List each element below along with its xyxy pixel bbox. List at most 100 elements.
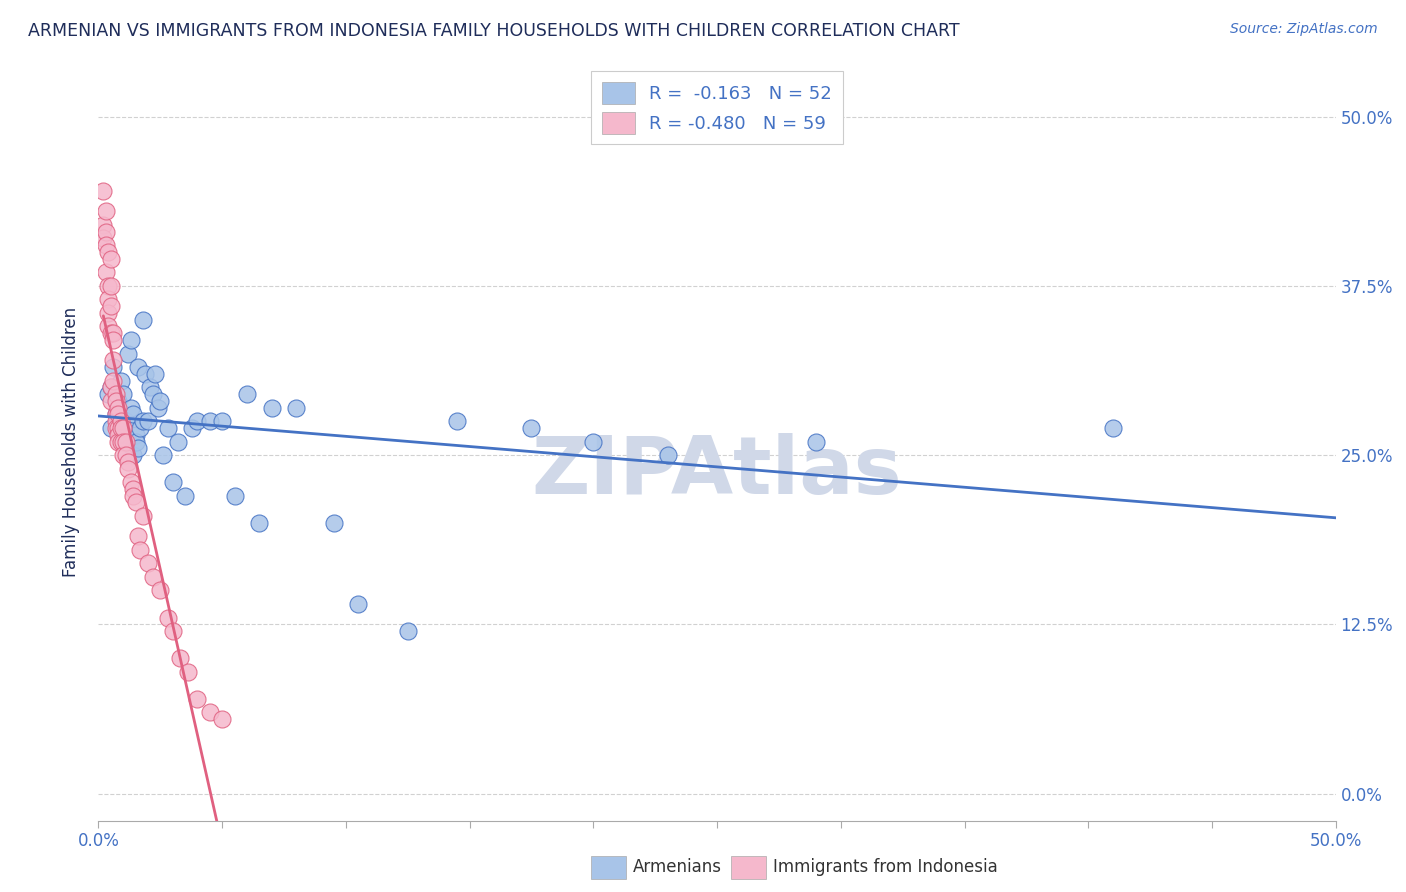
Text: Immigrants from Indonesia: Immigrants from Indonesia — [773, 858, 998, 876]
Point — [117, 461, 139, 475]
Point — [112, 387, 135, 401]
Point — [136, 557, 159, 571]
Point — [112, 448, 135, 462]
Point — [103, 360, 125, 375]
Point — [114, 414, 136, 428]
Point — [114, 434, 136, 449]
Point — [124, 427, 146, 442]
Point — [224, 489, 246, 503]
Point — [100, 252, 122, 266]
Point — [396, 624, 419, 639]
Point — [149, 393, 172, 408]
Point — [322, 516, 344, 530]
Point — [260, 401, 283, 415]
Point — [142, 570, 165, 584]
Point — [107, 408, 129, 422]
Point — [100, 299, 122, 313]
Point — [236, 387, 259, 401]
Point — [100, 421, 122, 435]
Point — [156, 610, 179, 624]
Point — [97, 293, 120, 307]
Point — [132, 414, 155, 428]
Point — [100, 326, 122, 341]
Point — [110, 434, 132, 449]
Point — [110, 414, 132, 428]
Point — [124, 434, 146, 449]
Point — [104, 421, 127, 435]
Point — [97, 244, 120, 259]
Point — [198, 414, 221, 428]
Point — [103, 333, 125, 347]
Point — [117, 455, 139, 469]
Point — [104, 414, 127, 428]
Point — [127, 360, 149, 375]
Point — [97, 319, 120, 334]
Point — [104, 387, 127, 401]
Point — [142, 387, 165, 401]
Text: Armenians: Armenians — [633, 858, 721, 876]
Point — [112, 434, 135, 449]
Point — [134, 367, 156, 381]
Point — [132, 508, 155, 523]
Point — [122, 408, 145, 422]
Point — [97, 306, 120, 320]
Point — [166, 434, 188, 449]
Point — [107, 393, 129, 408]
Point — [132, 312, 155, 326]
Point — [94, 238, 117, 252]
Point — [446, 414, 468, 428]
Point — [181, 421, 204, 435]
Point — [112, 427, 135, 442]
Point — [247, 516, 270, 530]
Point — [198, 706, 221, 720]
Point — [110, 421, 132, 435]
Text: ZIPAtlas: ZIPAtlas — [531, 433, 903, 511]
Point — [93, 231, 115, 245]
Point — [110, 374, 132, 388]
Point — [1102, 421, 1125, 435]
Point — [107, 434, 129, 449]
Point — [94, 265, 117, 279]
Text: Source: ZipAtlas.com: Source: ZipAtlas.com — [1230, 22, 1378, 37]
Point — [347, 597, 370, 611]
Point — [127, 442, 149, 456]
Point — [117, 346, 139, 360]
Point — [100, 278, 122, 293]
Point — [582, 434, 605, 449]
Point — [120, 333, 142, 347]
Point — [94, 225, 117, 239]
Point — [120, 475, 142, 490]
Point — [104, 408, 127, 422]
Point — [657, 448, 679, 462]
Point — [100, 380, 122, 394]
Point — [152, 448, 174, 462]
Point — [93, 184, 115, 198]
Point — [162, 624, 184, 639]
Point — [100, 393, 122, 408]
Point — [285, 401, 308, 415]
Point — [174, 489, 197, 503]
Point — [127, 529, 149, 543]
Point — [93, 218, 115, 232]
Point — [120, 401, 142, 415]
Point — [156, 421, 179, 435]
Point — [103, 353, 125, 368]
Point — [94, 204, 117, 219]
Point — [107, 427, 129, 442]
Point — [129, 542, 152, 557]
Point — [136, 414, 159, 428]
Point — [139, 380, 162, 394]
Y-axis label: Family Households with Children: Family Households with Children — [62, 307, 80, 576]
Text: ARMENIAN VS IMMIGRANTS FROM INDONESIA FAMILY HOUSEHOLDS WITH CHILDREN CORRELATIO: ARMENIAN VS IMMIGRANTS FROM INDONESIA FA… — [28, 22, 960, 40]
Point — [114, 448, 136, 462]
Point — [122, 482, 145, 496]
Point — [162, 475, 184, 490]
Point — [104, 408, 127, 422]
Point — [103, 374, 125, 388]
Point — [186, 691, 208, 706]
Point — [97, 278, 120, 293]
Point — [804, 434, 827, 449]
Point — [146, 401, 169, 415]
Point — [122, 489, 145, 503]
Point — [124, 495, 146, 509]
